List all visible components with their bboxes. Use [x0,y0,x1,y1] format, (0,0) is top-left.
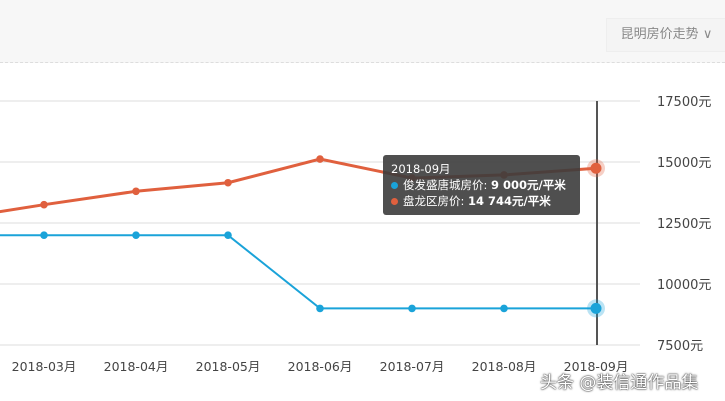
y-tick-label: 7500元 [657,339,703,354]
x-tick-label: 2018-05月 [196,359,261,374]
data-point [316,304,324,313]
legend-dot-icon [391,198,398,205]
dropdown-label: 昆明房价走势 [620,27,699,42]
tooltip-row: 盘龙区房价: 14 744元/平米 [391,193,572,209]
x-tick-label: 2018-08月 [472,359,537,374]
y-tick-label: 17500元 [657,95,711,110]
data-point [132,231,140,239]
data-point [40,231,48,239]
x-tick-label: 2018-04月 [104,359,169,374]
y-tick-label: 15000元 [657,156,711,171]
tooltip-label: 俊发盛唐城房价: [403,178,492,192]
data-point [224,231,232,239]
tooltip-row: 俊发盛唐城房价: 9 000元/平米 [391,177,572,193]
data-point [132,187,140,196]
data-point [590,302,602,314]
data-point [316,155,324,163]
x-tick-label: 2018-09月 [564,359,629,374]
data-point [500,304,508,313]
data-point [590,162,602,174]
watermark: 头条 @装信通作品集 [540,373,699,393]
legend-dot-icon [391,182,398,189]
x-tick-label: 2018-03月 [12,359,77,374]
chart-header: 昆明房价走势 ∨ [0,0,725,63]
tooltip-value: 9 000元/平米 [491,178,566,192]
tooltip-value: 14 744元/平米 [468,194,551,208]
series-line [0,234,596,310]
y-tick-label: 12500元 [657,217,711,232]
y-tick-label: 10000元 [657,278,711,293]
x-tick-label: 2018-07月 [380,359,445,374]
tooltip: 2018-09月 俊发盛唐城房价: 9 000元/平米 盘龙区房价: 14 74… [383,155,580,215]
city-trend-dropdown[interactable]: 昆明房价走势 ∨ [606,18,725,52]
tooltip-title: 2018-09月 [391,162,451,176]
chevron-down-icon: ∨ [702,27,713,42]
x-tick-label: 2018-06月 [288,359,353,374]
data-point [40,200,48,209]
tooltip-label: 盘龙区房价: [403,194,469,208]
data-point [408,304,416,313]
data-point [224,178,232,187]
